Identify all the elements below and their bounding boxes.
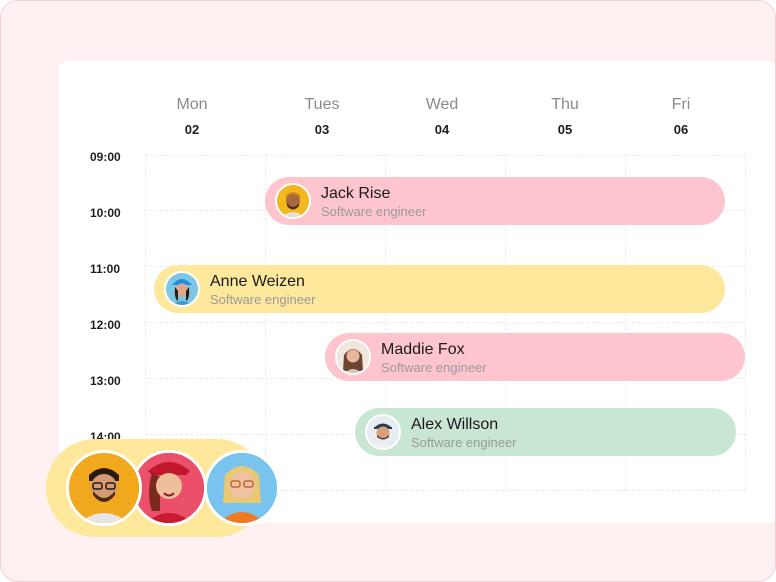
time-label: 10:00 (90, 206, 121, 220)
event-person-role: Software engineer (381, 360, 487, 375)
person-avatar-icon (367, 416, 399, 448)
avatar (66, 450, 142, 526)
event-person-name: Maddie Fox (381, 341, 465, 358)
time-label: 11:00 (90, 262, 121, 276)
team-avatars-group[interactable] (46, 439, 280, 537)
avatar (204, 450, 280, 526)
day-header-fri[interactable]: Fri 06 (641, 96, 721, 138)
avatar (131, 450, 207, 526)
grid-row-line (145, 322, 745, 323)
day-name: Fri (671, 96, 691, 113)
avatar (275, 183, 311, 219)
person-avatar-icon (277, 185, 309, 217)
person-avatar-icon (69, 453, 139, 523)
person-avatar-icon (166, 273, 198, 305)
day-name: Tues (304, 96, 340, 113)
event-person-name: Alex Willson (411, 416, 499, 433)
day-header-thu[interactable]: Thu 05 (525, 96, 605, 138)
day-name: Mon (176, 96, 208, 113)
grid-column-line (745, 153, 746, 491)
time-label: 13:00 (90, 374, 121, 388)
person-avatar-icon (337, 341, 369, 373)
day-date: 02 (184, 122, 200, 137)
grid-row-line (145, 155, 745, 156)
event-person-role: Software engineer (210, 292, 316, 307)
avatar (164, 271, 200, 307)
day-name: Thu (551, 96, 579, 113)
person-avatar-icon (134, 453, 204, 523)
day-header-mon[interactable]: Mon 02 (152, 96, 232, 138)
event-person-name: Anne Weizen (210, 273, 305, 290)
time-label: 09:00 (90, 150, 121, 164)
event-alex-willson[interactable]: Alex Willson Software engineer (355, 408, 736, 456)
day-date: 03 (314, 122, 330, 137)
avatar (335, 339, 371, 375)
avatar (365, 414, 401, 450)
day-date: 05 (557, 122, 573, 137)
event-maddie-fox[interactable]: Maddie Fox Software engineer (325, 333, 745, 381)
day-date: 04 (434, 122, 450, 137)
time-label: 12:00 (90, 318, 121, 332)
event-person-name: Jack Rise (321, 185, 391, 202)
event-person-role: Software engineer (321, 204, 427, 219)
event-jack-rise[interactable]: Jack Rise Software engineer (265, 177, 725, 225)
event-anne-weizen[interactable]: Anne Weizen Software engineer (154, 265, 725, 313)
grid-row-line (145, 490, 745, 491)
event-person-role: Software engineer (411, 435, 517, 450)
day-header-wed[interactable]: Wed 04 (402, 96, 482, 138)
day-header-tues[interactable]: Tues 03 (282, 96, 362, 138)
day-name: Wed (425, 96, 459, 113)
day-date: 06 (673, 122, 689, 137)
person-avatar-icon (207, 453, 277, 523)
